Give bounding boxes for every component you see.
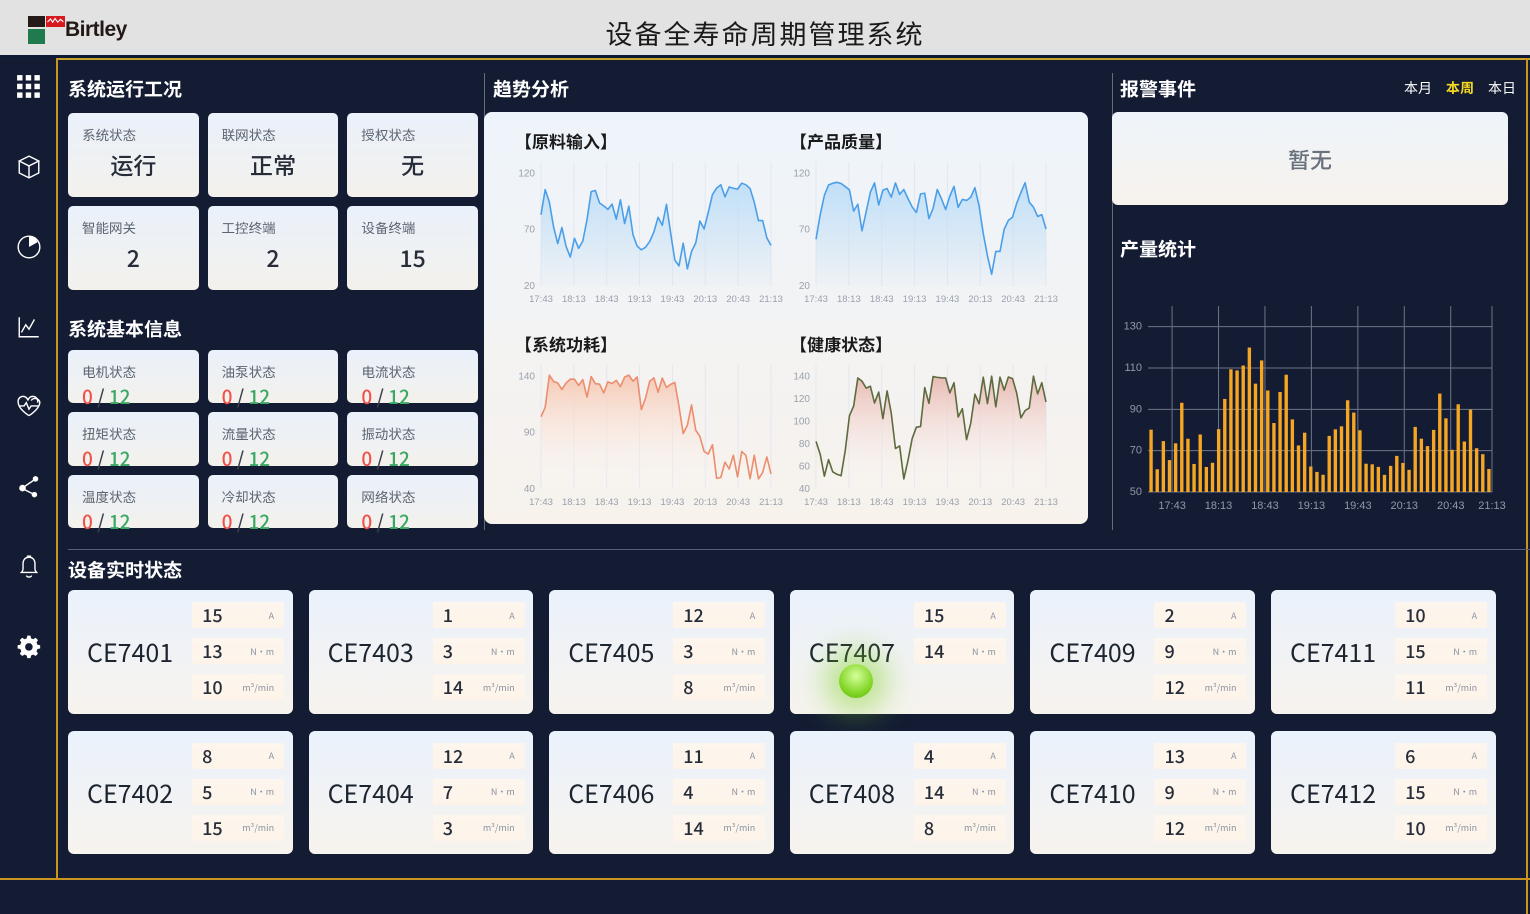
svg-text:90: 90 — [1130, 403, 1142, 415]
svg-text:120: 120 — [518, 168, 535, 179]
svg-text:18:13: 18:13 — [1205, 500, 1233, 512]
svg-text:19:13: 19:13 — [1298, 500, 1326, 512]
svg-text:120: 120 — [793, 168, 810, 179]
svg-text:20:13: 20:13 — [1391, 500, 1419, 512]
svg-text:21:13: 21:13 — [1478, 500, 1506, 512]
svg-text:70: 70 — [799, 225, 811, 236]
svg-text:18:43: 18:43 — [595, 294, 619, 305]
svg-text:17:43: 17:43 — [804, 497, 828, 508]
svg-text:20:43: 20:43 — [726, 294, 750, 305]
svg-text:19:13: 19:13 — [628, 497, 652, 508]
svg-text:20: 20 — [524, 281, 536, 292]
svg-text:21:13: 21:13 — [759, 294, 783, 305]
svg-text:17:43: 17:43 — [529, 497, 553, 508]
svg-text:19:43: 19:43 — [936, 497, 960, 508]
svg-text:20:43: 20:43 — [1001, 497, 1025, 508]
svg-text:20:13: 20:13 — [693, 497, 717, 508]
svg-text:140: 140 — [518, 371, 535, 382]
svg-text:20:13: 20:13 — [693, 294, 717, 305]
svg-text:50: 50 — [1130, 486, 1142, 498]
svg-text:17:43: 17:43 — [529, 294, 553, 305]
svg-text:19:43: 19:43 — [661, 497, 685, 508]
svg-text:100: 100 — [793, 416, 810, 427]
svg-text:90: 90 — [524, 428, 536, 439]
svg-text:18:13: 18:13 — [837, 497, 861, 508]
svg-text:40: 40 — [524, 484, 536, 495]
svg-text:21:13: 21:13 — [1034, 497, 1058, 508]
svg-text:20:43: 20:43 — [1437, 500, 1465, 512]
svg-text:19:13: 19:13 — [903, 294, 927, 305]
svg-text:19:13: 19:13 — [903, 497, 927, 508]
svg-text:17:43: 17:43 — [804, 294, 828, 305]
svg-text:120: 120 — [793, 394, 810, 405]
svg-text:18:43: 18:43 — [1251, 500, 1279, 512]
svg-text:19:43: 19:43 — [1344, 500, 1372, 512]
svg-text:18:43: 18:43 — [870, 497, 894, 508]
svg-text:20:43: 20:43 — [1001, 294, 1025, 305]
svg-text:60: 60 — [799, 461, 811, 472]
svg-text:70: 70 — [1130, 445, 1142, 457]
svg-text:18:13: 18:13 — [562, 294, 586, 305]
svg-text:20:13: 20:13 — [968, 294, 992, 305]
svg-text:21:13: 21:13 — [759, 497, 783, 508]
svg-text:20:43: 20:43 — [726, 497, 750, 508]
svg-text:80: 80 — [799, 439, 811, 450]
svg-text:21:13: 21:13 — [1034, 294, 1058, 305]
svg-text:18:43: 18:43 — [595, 497, 619, 508]
svg-text:110: 110 — [1124, 362, 1142, 374]
svg-text:18:13: 18:13 — [837, 294, 861, 305]
svg-text:19:43: 19:43 — [936, 294, 960, 305]
svg-text:20: 20 — [799, 281, 811, 292]
svg-text:17:43: 17:43 — [1158, 500, 1186, 512]
svg-text:18:43: 18:43 — [870, 294, 894, 305]
svg-text:20:13: 20:13 — [968, 497, 992, 508]
svg-text:130: 130 — [1124, 321, 1142, 333]
svg-text:18:13: 18:13 — [562, 497, 586, 508]
svg-text:40: 40 — [799, 484, 811, 495]
svg-text:70: 70 — [524, 225, 536, 236]
svg-text:19:13: 19:13 — [628, 294, 652, 305]
svg-text:140: 140 — [793, 371, 810, 382]
svg-text:19:43: 19:43 — [661, 294, 685, 305]
